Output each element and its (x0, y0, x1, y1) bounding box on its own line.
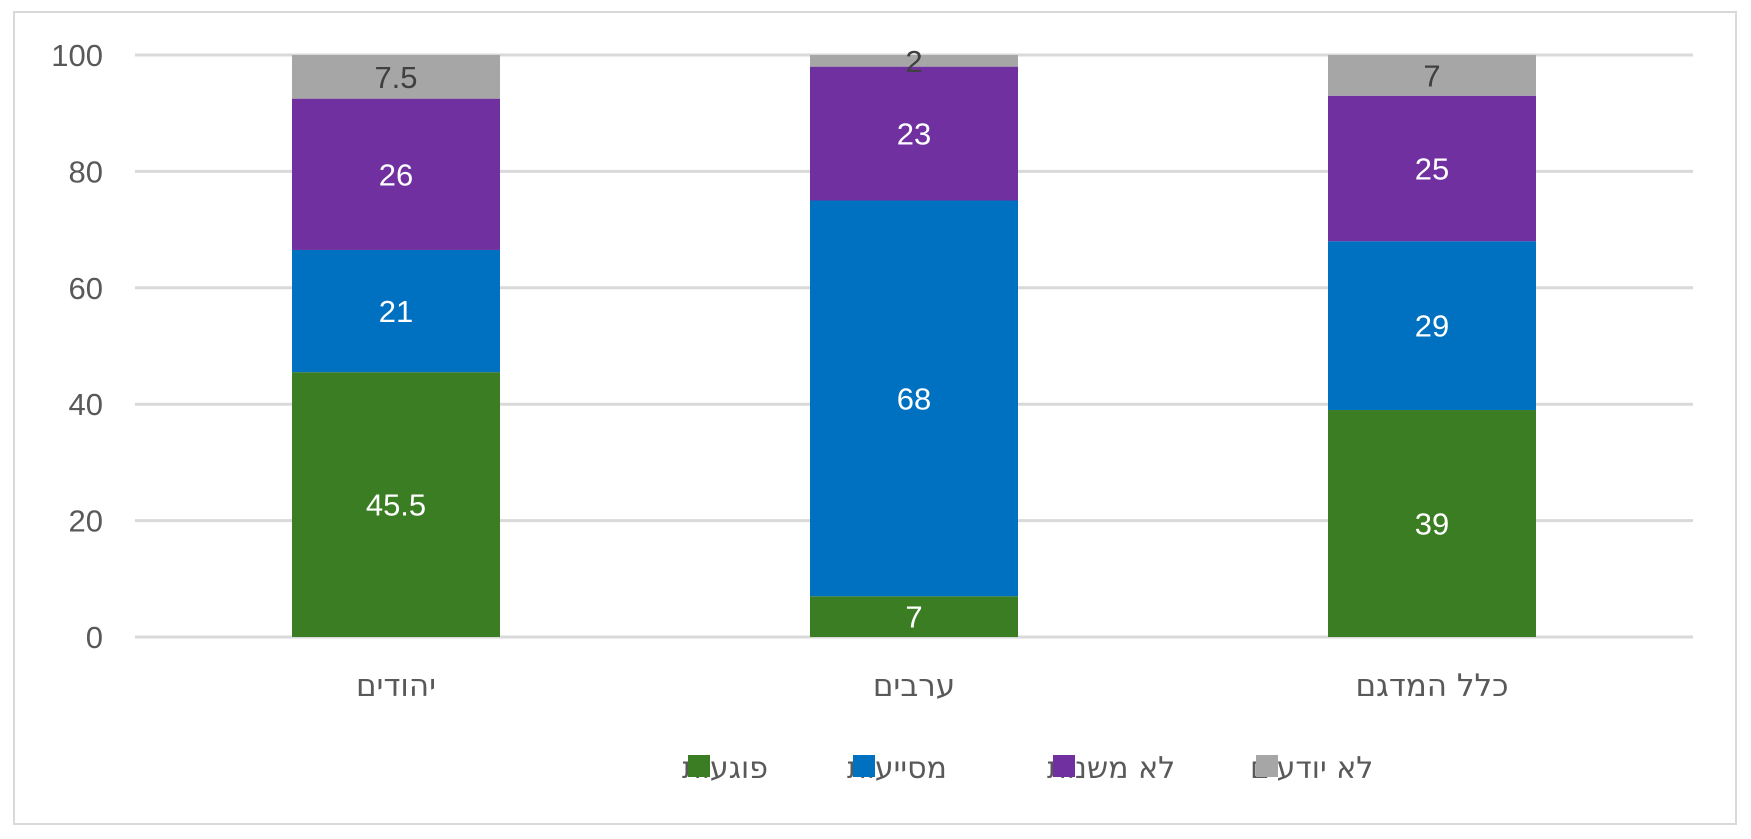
legend-swatch (1053, 755, 1075, 777)
bar-segment (1328, 241, 1536, 411)
legend-swatch (853, 755, 875, 777)
data-label: 23 (897, 117, 931, 152)
data-label: 29 (1415, 309, 1449, 344)
bar-segment (810, 596, 1018, 637)
y-axis: 0 20 40 60 80 100 (51, 38, 103, 655)
bar-segment (292, 249, 500, 373)
bar-segment (292, 98, 500, 250)
y-tick-label: 100 (51, 38, 103, 73)
bar-segment (1328, 55, 1536, 96)
data-label: 7.5 (374, 60, 417, 95)
x-axis: יהודים ערבים כלל המדגם (356, 668, 1509, 704)
bar-segment (810, 200, 1018, 597)
y-tick-label: 40 (69, 387, 103, 422)
data-label: 45.5 (366, 488, 426, 523)
data-label: 68 (897, 381, 931, 416)
legend-swatch (688, 755, 710, 777)
data-label: 26 (379, 157, 413, 192)
data-label: 39 (1415, 507, 1449, 542)
bar-segment (292, 372, 500, 637)
legend-item: לא משנות (1047, 751, 1175, 786)
data-label: 21 (379, 294, 413, 329)
legend: פוגעות מסייעות לא משנות לא יודעים (682, 751, 1373, 786)
data-label: 25 (1415, 151, 1449, 186)
legend-item: לא יודעים (1250, 751, 1373, 786)
bar-segment (1328, 410, 1536, 637)
bar-segment (1328, 95, 1536, 242)
legend-swatch (1256, 755, 1278, 777)
data-label: 7 (905, 600, 922, 635)
bar-segment (810, 66, 1018, 201)
y-tick-label: 0 (86, 620, 103, 655)
x-category-label: ערבים (873, 668, 955, 704)
bar-segment (810, 55, 1018, 67)
y-tick-label: 20 (69, 504, 103, 539)
data-labels: 45.5 21 26 7.5 7 68 23 2 39 29 25 7 (366, 44, 1449, 635)
y-tick-label: 80 (69, 154, 103, 189)
bars (292, 55, 1536, 637)
legend-item: מסייעות (847, 751, 947, 786)
data-label: 2 (905, 44, 922, 79)
y-tick-label: 60 (69, 271, 103, 306)
legend-item: פוגעות (682, 751, 768, 786)
data-label: 7 (1423, 58, 1440, 93)
bar-segment (292, 55, 500, 99)
x-category-label: יהודים (356, 668, 436, 704)
x-category-label: כלל המדגם (1355, 668, 1508, 704)
